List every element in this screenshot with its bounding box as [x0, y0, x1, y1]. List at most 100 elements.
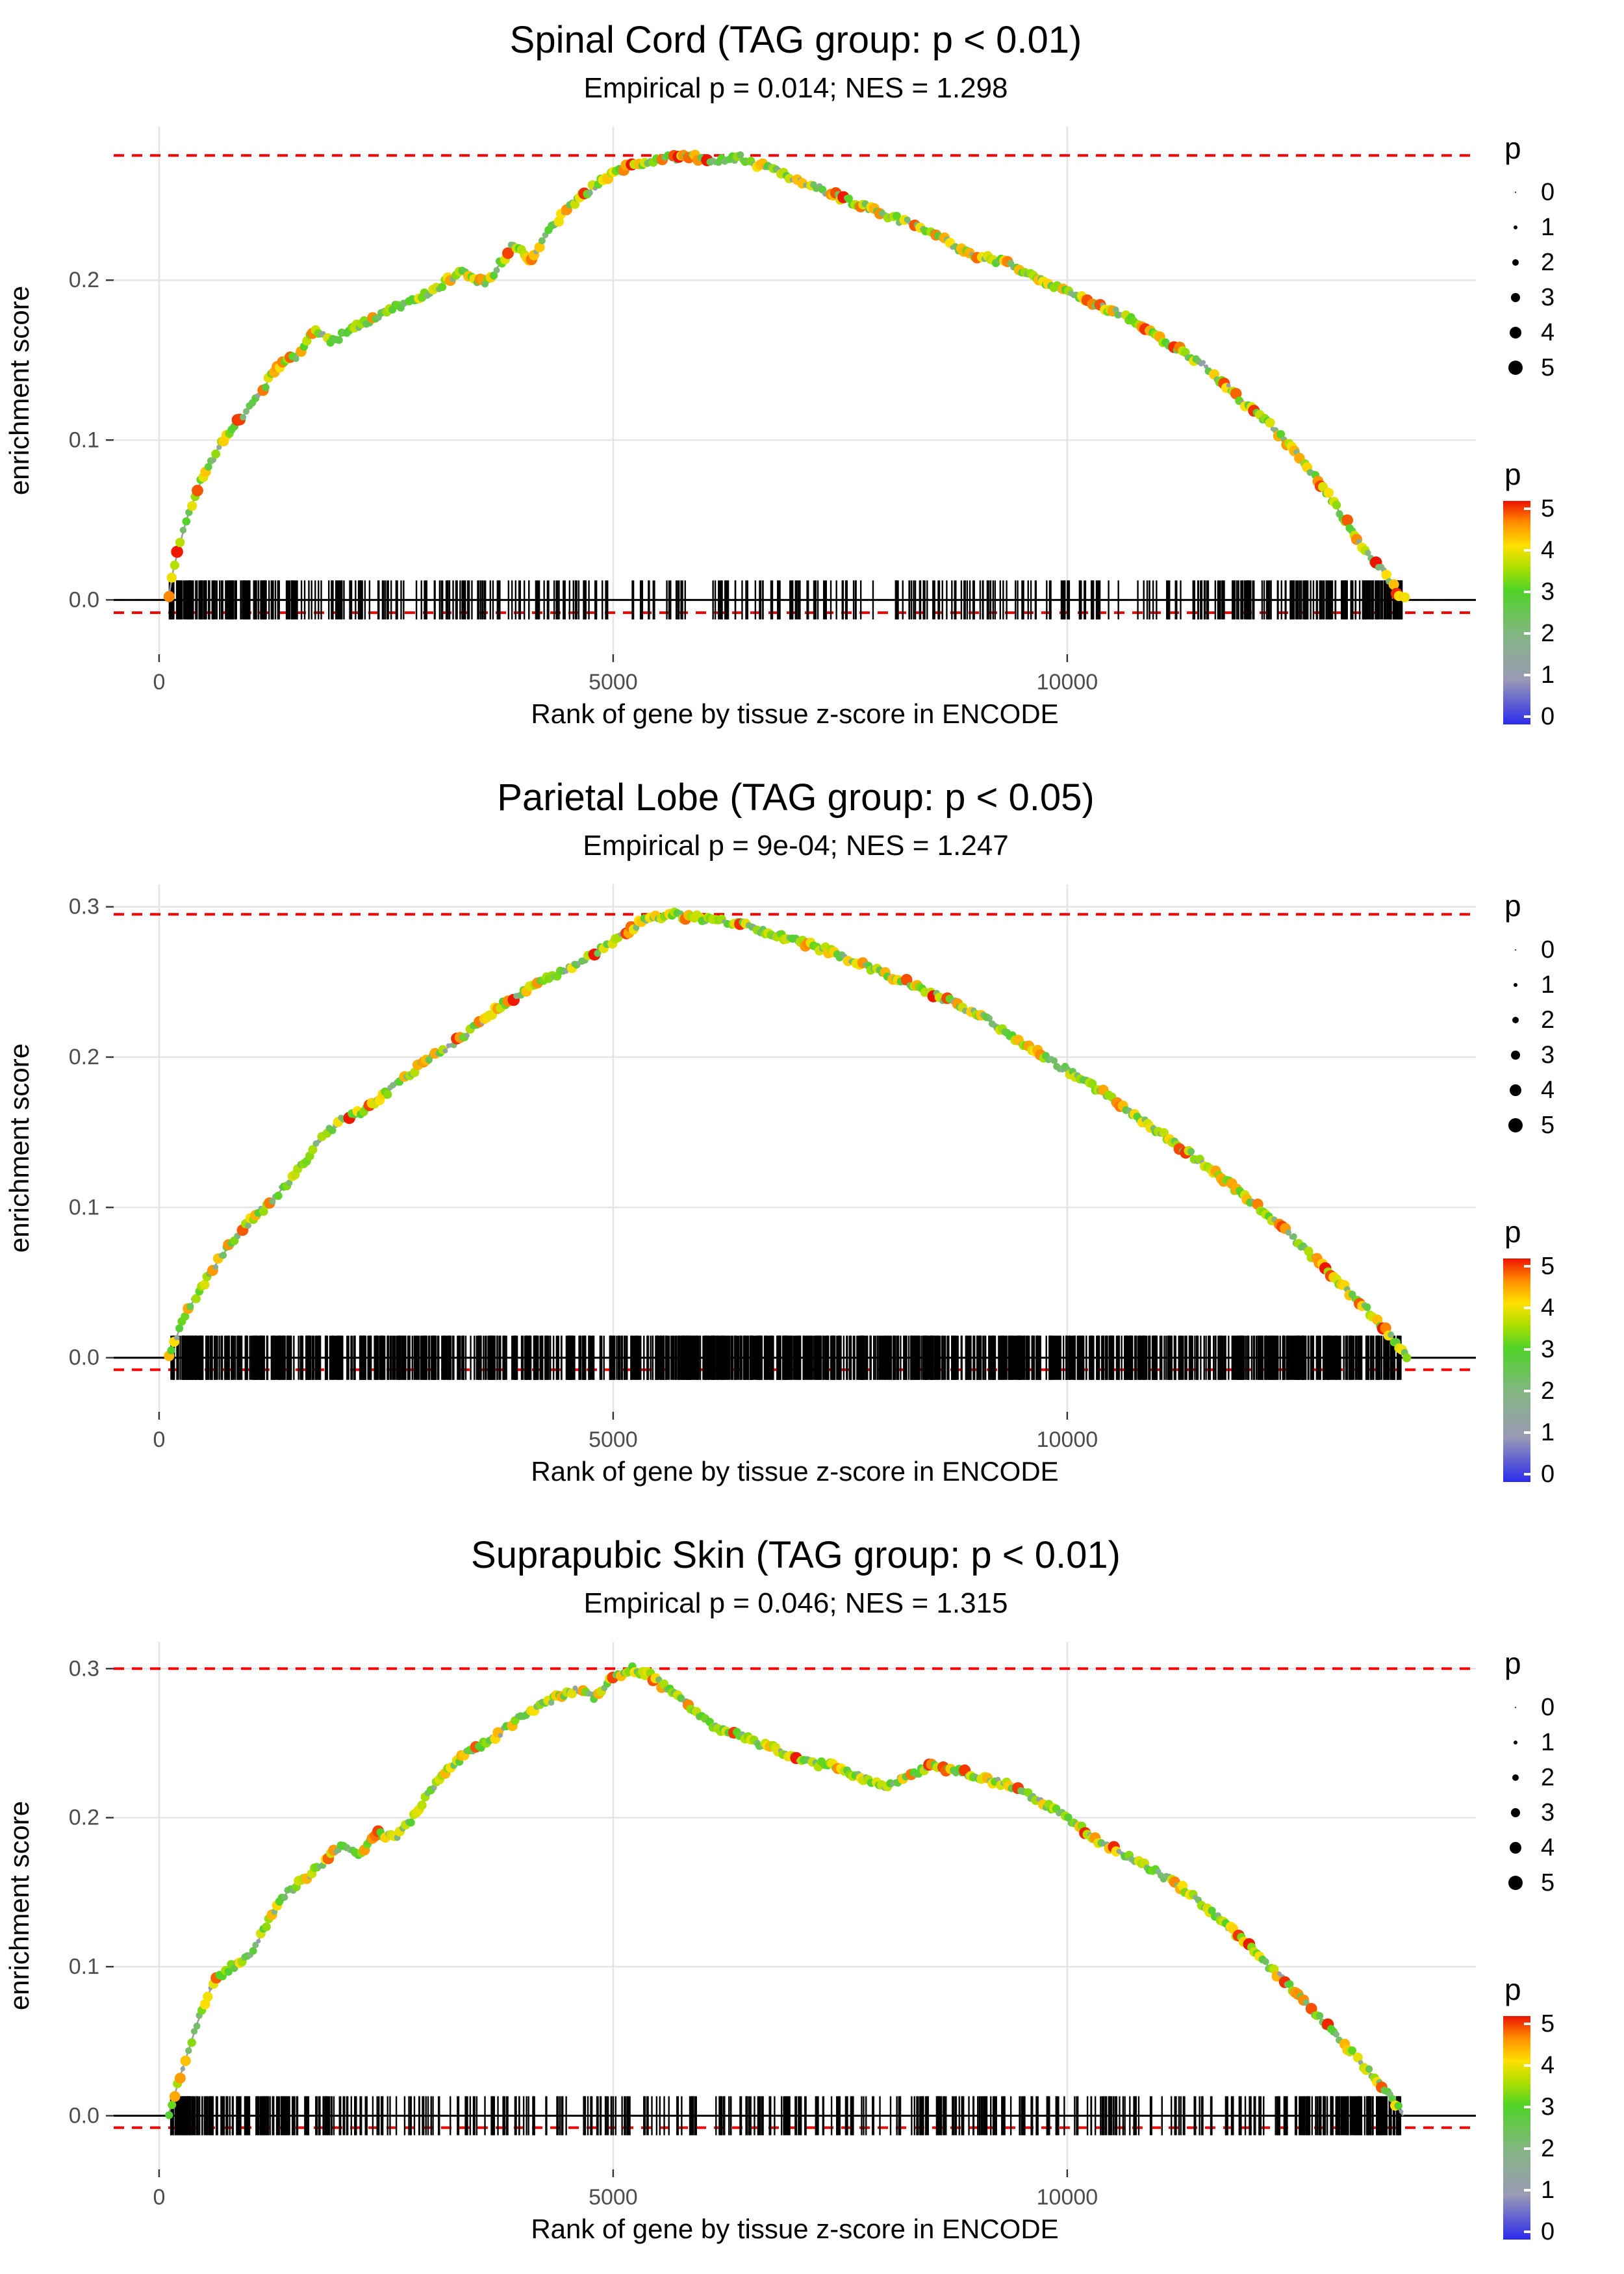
color-legend-title: p: [1504, 1973, 1521, 2006]
color-legend-label: 3: [1541, 578, 1555, 606]
size-legend: 0 1 2 3 4 5: [1501, 932, 1624, 1143]
colorbar-tick: [1524, 715, 1530, 718]
size-legend-label: 0: [1541, 936, 1555, 964]
colorbar-tick: [1524, 507, 1530, 510]
chart-row: 0.0 0.1 0.2 0.3 0 5000 10000 Rank of gene by ti…: [0, 865, 1624, 1488]
size-legend-item: 2: [1501, 1760, 1624, 1795]
size-legend-item: 5: [1501, 1865, 1624, 1900]
legend-size-dot: [1501, 1868, 1530, 1898]
y-axis-title: enrichment score: [4, 1043, 34, 1253]
chart-title: Spinal Cord (TAG group: p < 0.01): [509, 19, 1082, 61]
size-legend-label: 1: [1541, 1728, 1555, 1756]
gene-rug: [168, 580, 1403, 620]
gene-rug: [170, 2096, 1402, 2136]
gene-rug: [170, 1335, 1402, 1380]
svg-text:0.0: 0.0: [69, 1346, 99, 1370]
size-legend-label: 3: [1541, 1041, 1555, 1069]
color-legend-label: 5: [1541, 2010, 1555, 2038]
colorbar-tick: [1524, 2230, 1530, 2233]
size-legend-label: 4: [1541, 1833, 1555, 1861]
color-legend-label: 5: [1541, 1253, 1555, 1280]
svg-text:0.0: 0.0: [69, 587, 99, 612]
colorbar-gradient: [1503, 1258, 1530, 1482]
color-legend-label: 2: [1541, 2135, 1555, 2162]
colorbar-tick: [1524, 591, 1530, 593]
colorbar-tick: [1524, 2147, 1530, 2150]
color-legend-label: 5: [1541, 495, 1555, 522]
svg-text:0: 0: [153, 670, 165, 695]
legend-size-dot: [1501, 318, 1530, 348]
size-legend-item: 1: [1501, 1725, 1624, 1760]
svg-text:5000: 5000: [589, 1427, 638, 1452]
legend-size-dot: [1501, 283, 1530, 313]
colorbar-tick: [1524, 1431, 1530, 1434]
colorbar-tick: [1524, 2023, 1530, 2025]
chart-row: 0.0 0.1 0.2 0 5000 10000 Rank of gene by tissu…: [0, 107, 1624, 731]
chart-subtitle: Empirical p = 0.046; NES = 1.315: [583, 1587, 1008, 1619]
legend-size-dot: [1501, 935, 1530, 965]
svg-text:0.2: 0.2: [69, 268, 99, 292]
size-legend-label: 5: [1541, 353, 1555, 381]
size-legend-item: 4: [1501, 1830, 1624, 1865]
x-axis-title: Rank of gene by tissue z-score in ENCODE: [531, 698, 1058, 729]
svg-text:10000: 10000: [1037, 2185, 1098, 2210]
enrichment-curve-line: [167, 913, 1410, 1359]
legend-size-dot: [1501, 248, 1530, 277]
color-legend-label: 2: [1541, 1377, 1555, 1405]
svg-text:0.3: 0.3: [69, 1656, 99, 1681]
color-legend-label: 1: [1541, 1419, 1555, 1446]
color-legend: 5 4 3 2 1 0: [1503, 1253, 1624, 1487]
color-legend-label: 0: [1541, 2218, 1555, 2245]
x-axis-title: Rank of gene by tissue z-score in ENCODE: [531, 2214, 1058, 2244]
size-legend-label: 2: [1541, 1006, 1555, 1034]
legend-size-dot: [1501, 1075, 1530, 1105]
size-legend-label: 0: [1541, 178, 1555, 206]
color-legend-label: 4: [1541, 2052, 1555, 2079]
legend-size-dot: [1501, 177, 1530, 207]
colorbar-tick: [1524, 2189, 1530, 2191]
svg-text:0: 0: [153, 2185, 165, 2210]
legend-size-dot: [1501, 1728, 1530, 1757]
colorbar-tick: [1524, 1473, 1530, 1476]
colorbar-tick: [1524, 1307, 1530, 1309]
legend-size-dot: [1501, 1798, 1530, 1828]
size-legend-label: 3: [1541, 1798, 1555, 1826]
size-legend-title: p: [1504, 1646, 1521, 1680]
svg-text:0.1: 0.1: [69, 1195, 99, 1220]
size-legend-item: 5: [1501, 350, 1624, 385]
legend-size-dot: [1501, 353, 1530, 383]
size-legend-item: 4: [1501, 315, 1624, 350]
size-legend-title: p: [1504, 889, 1521, 923]
chart-subtitle: Empirical p = 9e-04; NES = 1.247: [583, 830, 1009, 862]
x-axis-title: Rank of gene by tissue z-score in ENCODE: [531, 1456, 1058, 1487]
svg-text:5000: 5000: [589, 2185, 638, 2210]
colorbar-tick: [1524, 1390, 1530, 1392]
axes: 0.0 0.1 0.2 0.3 0 5000 10000: [69, 895, 1098, 1452]
axes: 0.0 0.1 0.2 0.3 0 5000 10000: [69, 1656, 1098, 2210]
size-legend: 0 1 2 3 4 5: [1501, 1690, 1624, 1900]
size-legend-item: 1: [1501, 210, 1624, 245]
colorbar-tick: [1524, 674, 1530, 676]
chart-header: Suprapubic Skin (TAG group: p < 0.01) Em…: [45, 1515, 1546, 1620]
gridlines: [114, 1642, 1476, 2169]
size-legend-label: 1: [1541, 971, 1555, 999]
size-legend-item: 1: [1501, 967, 1624, 1003]
color-legend-label: 4: [1541, 1294, 1555, 1322]
size-legend-label: 5: [1541, 1111, 1555, 1139]
size-legend-label: 0: [1541, 1693, 1555, 1721]
colorbar-tick: [1524, 1348, 1530, 1351]
svg-text:0.1: 0.1: [69, 1954, 99, 1979]
legend-size-dot: [1501, 212, 1530, 242]
size-legend-item: 2: [1501, 245, 1624, 280]
enrichment-plot-suprapubic-skin: Suprapubic Skin (TAG group: p < 0.01) Em…: [0, 1515, 1624, 2273]
size-legend-label: 4: [1541, 318, 1555, 346]
chart-header: Parietal Lobe (TAG group: p < 0.05) Empi…: [45, 758, 1546, 862]
svg-text:0.3: 0.3: [69, 895, 99, 919]
enrichment-curve-dots: [164, 907, 1412, 1362]
colorbar-tick: [1524, 549, 1530, 552]
size-legend-item: 0: [1501, 932, 1624, 967]
enrichment-curve-dots: [165, 1662, 1404, 2119]
svg-text:0: 0: [153, 1427, 165, 1452]
color-legend: 5 4 3 2 1 0: [1503, 496, 1624, 730]
